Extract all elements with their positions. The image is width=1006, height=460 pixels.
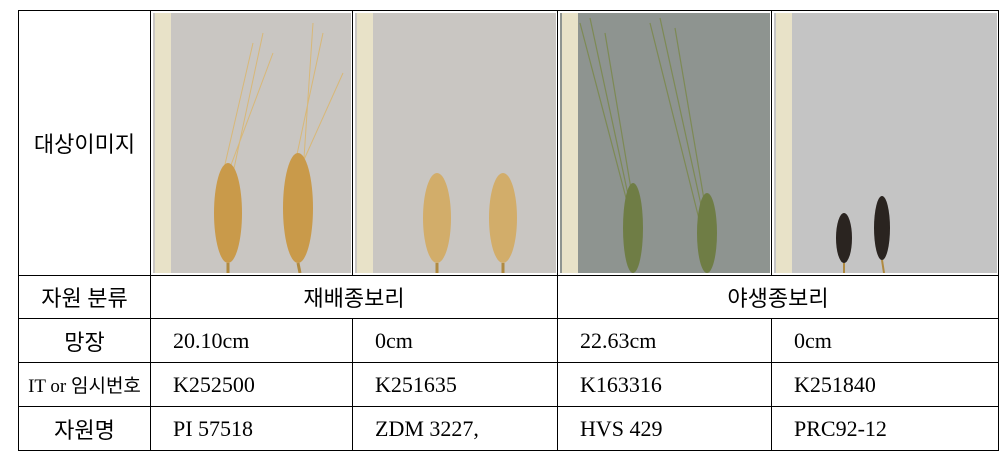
barley-photo bbox=[355, 13, 556, 273]
barley-photo bbox=[153, 13, 351, 273]
group-header: 야생종보리 bbox=[557, 275, 999, 319]
row-label: 자원 분류 bbox=[18, 275, 151, 319]
row-label: IT or 임시번호 bbox=[18, 362, 151, 407]
cell: HVS 429 bbox=[557, 406, 772, 451]
image-cell bbox=[771, 10, 999, 276]
barley-photo bbox=[774, 13, 997, 273]
cell: 0cm bbox=[352, 318, 558, 363]
cell: PRC92-12 bbox=[771, 406, 999, 451]
image-cell bbox=[557, 10, 772, 276]
cell: PI 57518 bbox=[150, 406, 353, 451]
group-header: 재배종보리 bbox=[150, 275, 558, 319]
cell: 0cm bbox=[771, 318, 999, 363]
cell: 20.10cm bbox=[150, 318, 353, 363]
data-table: 대상이미지 자원 분류 재배종보리 야생종보리 망장 20.10cm 0cm 2… bbox=[18, 10, 999, 451]
cell: K251635 bbox=[352, 362, 558, 407]
image-cell bbox=[150, 10, 353, 276]
row-label: 자원명 bbox=[18, 406, 151, 451]
row-label: 망장 bbox=[18, 318, 151, 363]
cell: K252500 bbox=[150, 362, 353, 407]
image-cell bbox=[352, 10, 558, 276]
cell: ZDM 3227, bbox=[352, 406, 558, 451]
cell: K251840 bbox=[771, 362, 999, 407]
barley-photo bbox=[560, 13, 770, 273]
cell: 22.63cm bbox=[557, 318, 772, 363]
image-row: 대상이미지 bbox=[18, 10, 999, 276]
row-label: 대상이미지 bbox=[18, 10, 151, 276]
cell: K163316 bbox=[557, 362, 772, 407]
